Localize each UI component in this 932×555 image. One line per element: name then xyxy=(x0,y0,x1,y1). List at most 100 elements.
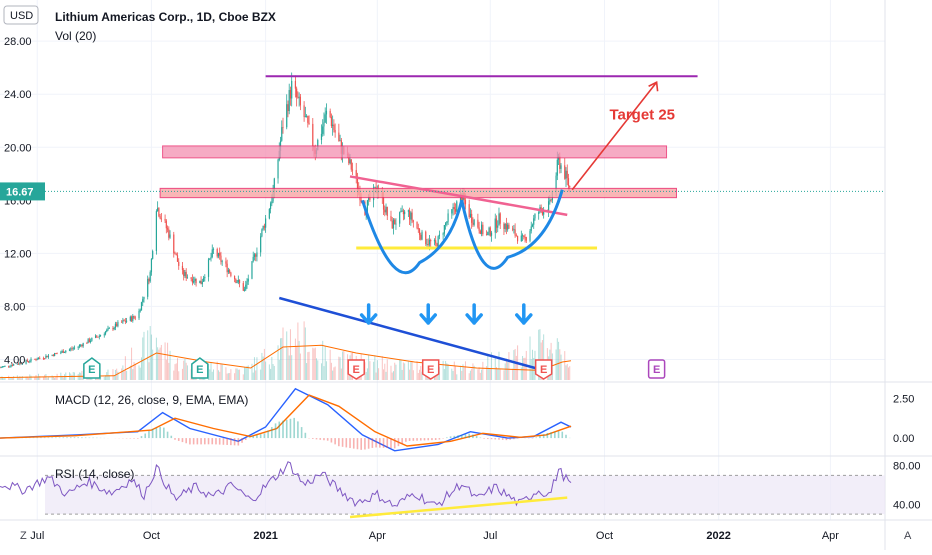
candle-body xyxy=(271,201,272,203)
macd-histogram-bar xyxy=(338,438,340,446)
candle-body xyxy=(497,225,498,227)
candle-body xyxy=(219,253,220,256)
price-tick-label: 8.00 xyxy=(4,301,25,313)
volume-bar xyxy=(309,352,310,380)
volume-bar xyxy=(281,338,282,380)
macd-histogram-bar xyxy=(305,433,307,438)
double-bottom-curve[interactable] xyxy=(362,190,562,273)
earnings-marker[interactable]: E xyxy=(423,360,439,379)
macd-histogram-bar xyxy=(427,438,429,440)
annotations[interactable]: Target 25 xyxy=(0,76,885,517)
rsi-tick-label: 80.00 xyxy=(893,461,921,473)
macd-histogram-bar xyxy=(226,438,228,445)
candle-body xyxy=(491,233,492,236)
target-arrow-line[interactable] xyxy=(572,82,656,189)
macd-histogram-bar xyxy=(275,423,277,438)
volume-bar xyxy=(306,363,307,380)
candle-body xyxy=(116,324,117,327)
volume-bar xyxy=(343,351,344,380)
earnings-marker[interactable]: E xyxy=(536,360,552,379)
earnings-marker[interactable]: E xyxy=(84,358,100,378)
volume-bar xyxy=(315,348,316,380)
volume-bar xyxy=(393,371,394,380)
volume-bar xyxy=(567,364,568,380)
earnings-marker[interactable]: E xyxy=(192,358,208,378)
earnings-marker[interactable]: E xyxy=(348,360,364,379)
volume-bar xyxy=(460,366,461,380)
volume-bar xyxy=(3,378,4,380)
candle-body xyxy=(89,339,90,342)
down-arrow-icon[interactable] xyxy=(421,305,435,323)
macd-histogram-bar xyxy=(238,438,240,445)
candle-body xyxy=(522,235,523,236)
candle-body xyxy=(487,232,488,235)
candle-body xyxy=(436,243,437,247)
volume-bar xyxy=(558,342,559,380)
volume-bar xyxy=(124,371,125,380)
earnings-label: E xyxy=(427,364,434,376)
volume-bar xyxy=(150,326,151,380)
volume-bar xyxy=(47,378,48,380)
candle-body xyxy=(160,216,161,218)
candle-body xyxy=(97,337,98,338)
auto-scale-button[interactable]: A xyxy=(904,530,912,542)
current-price-tag-label: 16.67 xyxy=(6,186,34,198)
candle-body xyxy=(107,328,108,330)
down-arrow-icon[interactable] xyxy=(517,305,531,323)
volume-bar xyxy=(158,350,159,380)
macd-histogram-bar xyxy=(539,436,541,438)
candle-body xyxy=(452,207,453,209)
volume-bar xyxy=(1,377,2,380)
volume-bar xyxy=(286,331,287,380)
candle-body xyxy=(495,219,496,233)
z-button[interactable]: Z xyxy=(20,530,27,542)
volume-bar xyxy=(31,376,32,380)
candle-body xyxy=(508,225,509,229)
currency-badge[interactable]: USD xyxy=(4,6,38,24)
macd-histogram-bar xyxy=(133,438,135,439)
volume-bar xyxy=(239,370,240,380)
candle-body xyxy=(299,97,300,98)
volume-bar xyxy=(269,364,270,380)
candle-body xyxy=(426,244,427,245)
macd-histogram-bar xyxy=(401,438,403,444)
volume-bar xyxy=(271,357,272,380)
candle-body xyxy=(446,222,447,224)
candle-body xyxy=(261,229,262,236)
down-arrow-icon[interactable] xyxy=(467,305,481,323)
macd-histogram-bar xyxy=(137,438,139,439)
candle-body xyxy=(506,224,507,230)
volume-bar xyxy=(300,354,301,380)
macd-histogram-bar xyxy=(204,438,206,444)
candle-body xyxy=(296,89,297,98)
earnings-marker[interactable]: E xyxy=(649,360,665,378)
volume-bar xyxy=(376,373,377,380)
macd-histogram-bar xyxy=(398,438,400,446)
volume-bar xyxy=(255,370,256,380)
macd-histogram-bar xyxy=(290,419,292,438)
macd-axis[interactable]: 0.002.50 xyxy=(893,393,914,445)
resistance-zone-upper[interactable] xyxy=(163,146,667,158)
candle-body xyxy=(351,159,352,169)
volume-bar xyxy=(256,357,257,380)
candle-body xyxy=(178,262,179,266)
time-tick-label: Oct xyxy=(596,530,613,542)
macd-histogram-bar xyxy=(256,435,258,438)
macd-histogram-bar xyxy=(260,434,262,438)
volume-bar xyxy=(500,369,501,380)
volume-bar xyxy=(512,369,513,380)
macd-histogram-bar xyxy=(394,438,396,448)
target-label[interactable]: Target 25 xyxy=(609,106,675,123)
volume-bar xyxy=(326,361,327,380)
candle-body xyxy=(390,216,391,221)
candle-body xyxy=(203,278,204,281)
macd-histogram-bar xyxy=(506,438,508,440)
macd-histogram-bar xyxy=(357,438,359,449)
macd-histogram-bar xyxy=(353,438,355,449)
